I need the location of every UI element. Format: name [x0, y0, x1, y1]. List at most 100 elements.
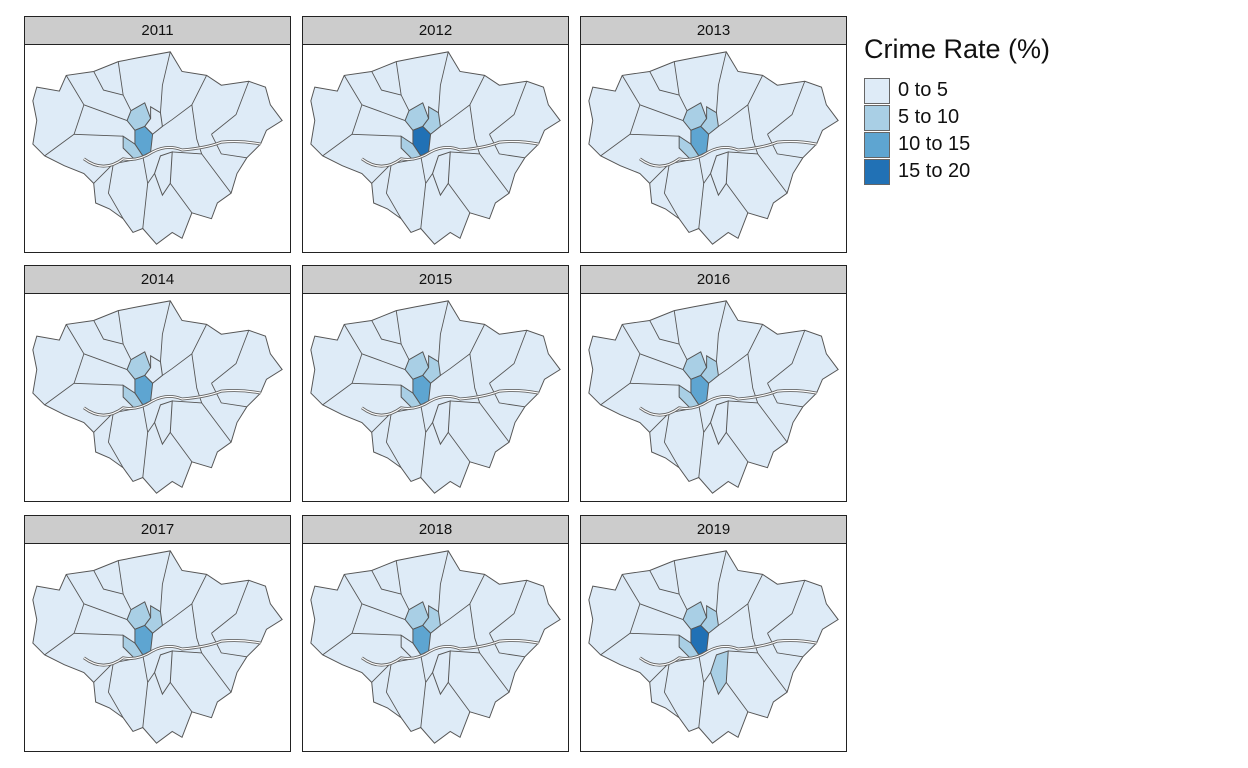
river-thames-inner: [83, 140, 261, 167]
borough-border: [44, 574, 85, 656]
borough-border: [718, 75, 763, 127]
borough-border: [440, 75, 485, 127]
borough-southwark: [154, 400, 173, 446]
borough-border: [44, 75, 85, 157]
borough-border: [107, 412, 124, 468]
borough-border: [725, 432, 749, 463]
choropleth-map: [588, 300, 839, 494]
facet-strip: 2019: [581, 516, 846, 544]
choropleth-map: [310, 51, 561, 245]
borough-border: [211, 81, 250, 135]
legend-swatch: [864, 158, 890, 185]
facet-strip: 2015: [303, 266, 568, 294]
map-panel-2019: 2019: [580, 515, 847, 752]
river-thames-inner: [639, 389, 817, 416]
borough-border: [440, 324, 485, 376]
map-panel-2017: 2017: [24, 515, 291, 752]
borough-border: [698, 155, 705, 229]
borough-border: [93, 570, 124, 595]
legend-label: 15 to 20: [898, 160, 971, 182]
borough-border: [107, 662, 124, 718]
borough-border: [600, 75, 641, 157]
borough-border: [322, 75, 363, 157]
borough-border: [600, 574, 641, 656]
borough-border: [162, 324, 207, 376]
borough-border: [169, 682, 193, 713]
borough-border: [385, 662, 402, 718]
borough-border: [74, 382, 124, 386]
river-thames-inner: [361, 389, 539, 416]
choropleth-map: [588, 51, 839, 245]
borough-border: [371, 320, 402, 345]
borough-border: [322, 574, 363, 656]
borough-border: [698, 654, 705, 728]
borough-border: [728, 400, 788, 443]
choropleth-map: [32, 51, 283, 245]
borough-border: [630, 632, 680, 636]
borough-border: [160, 550, 171, 612]
legend-swatch: [864, 77, 890, 104]
borough-border: [74, 632, 124, 636]
borough-border: [44, 324, 85, 406]
borough-border: [322, 324, 363, 406]
borough-border: [160, 51, 171, 113]
borough-southwark: [710, 400, 729, 446]
river-thames-inner: [361, 639, 539, 666]
borough-border: [361, 104, 406, 121]
legend-item: 15 to 20: [864, 158, 1050, 185]
london-outline: [32, 300, 283, 494]
borough-border: [438, 300, 449, 362]
borough-border: [767, 633, 803, 658]
river-thames-inner: [83, 389, 261, 416]
river-thames-inner: [639, 140, 817, 167]
facet-strip: 2014: [25, 266, 290, 294]
borough-border: [361, 603, 406, 620]
borough-border: [147, 173, 155, 184]
borough-border: [371, 71, 402, 96]
london-outline: [588, 51, 839, 245]
london-outline: [32, 51, 283, 245]
map-panel-2011: 2011: [24, 16, 291, 253]
borough-border: [767, 134, 803, 159]
borough-border: [425, 173, 433, 184]
legend-swatch: [864, 104, 890, 131]
borough-border: [663, 412, 680, 468]
borough-border: [162, 75, 207, 127]
borough-southwark: [432, 151, 451, 197]
facet-strip: 2016: [581, 266, 846, 294]
borough-border: [93, 320, 124, 345]
facet-strip: 2012: [303, 17, 568, 45]
borough-border: [147, 422, 155, 433]
borough-southwark: [154, 151, 173, 197]
borough-border: [639, 353, 684, 370]
borough-border: [649, 71, 680, 96]
legend-item: 10 to 15: [864, 131, 1050, 158]
borough-border: [352, 133, 402, 137]
borough-southwark: [432, 650, 451, 696]
borough-border: [93, 71, 124, 96]
river-thames-inner: [639, 639, 817, 666]
borough-border: [438, 51, 449, 113]
map-panel-2014: 2014: [24, 265, 291, 502]
choropleth-map: [588, 550, 839, 744]
borough-border: [385, 163, 402, 219]
london-outline: [310, 51, 561, 245]
legend-title: Crime Rate (%): [864, 34, 1051, 64]
borough-border: [142, 654, 149, 728]
borough-border: [420, 155, 427, 229]
borough-border: [160, 300, 171, 362]
legend-label: 10 to 15: [898, 133, 971, 155]
borough-border: [767, 81, 806, 135]
legend: Crime Rate (%) 0 to 5 5 to 10 10 to 15 15 t…: [864, 34, 1050, 185]
borough-border: [395, 310, 410, 360]
borough-border: [639, 104, 684, 121]
borough-border: [211, 383, 247, 408]
borough-border: [703, 672, 711, 683]
choropleth-map: [32, 300, 283, 494]
legend-label: 0 to 5: [898, 79, 949, 101]
borough-border: [117, 310, 132, 360]
borough-border: [83, 104, 128, 121]
choropleth-map: [310, 300, 561, 494]
borough-border: [447, 432, 471, 463]
borough-border: [425, 672, 433, 683]
